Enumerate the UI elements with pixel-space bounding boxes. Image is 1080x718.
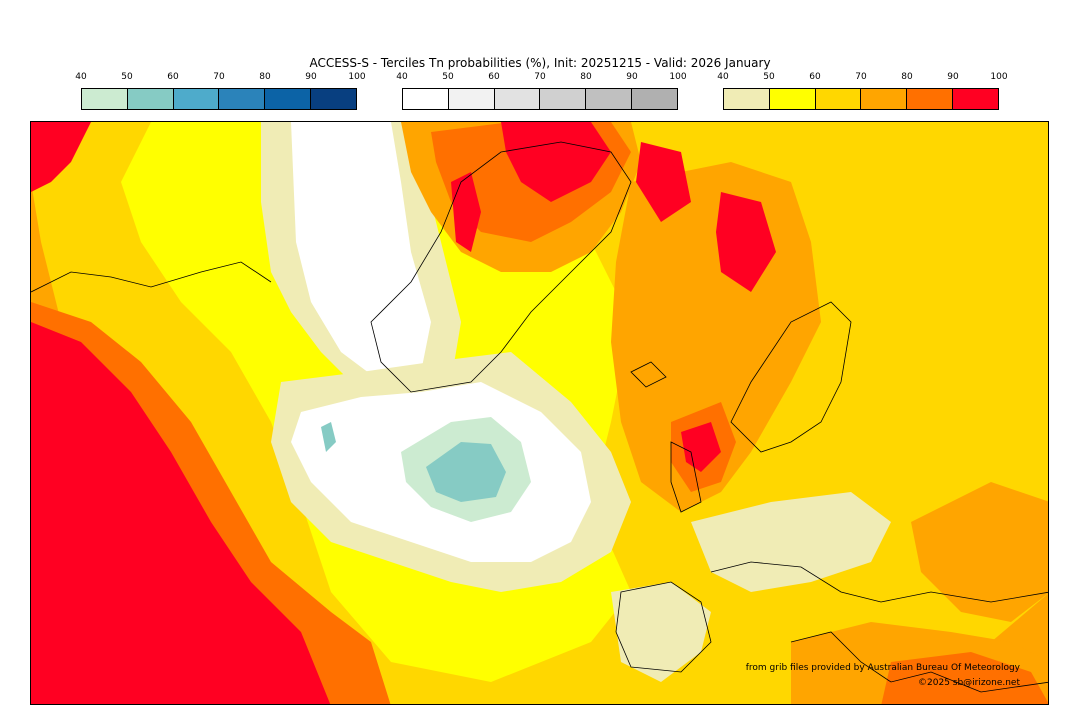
legend-tick: 50	[763, 72, 775, 82]
legend-tick: 50	[442, 72, 454, 82]
legend-tick: 40	[75, 72, 87, 82]
legend-swatch	[219, 89, 266, 109]
legend-tick: 90	[305, 72, 317, 82]
legend-ticks: 40 50 60 70 80 90 100	[396, 72, 686, 84]
legend-swatch	[265, 89, 312, 109]
coastline-iceland	[630, 361, 667, 388]
red-patch-north	[636, 142, 691, 222]
iberia-40-50	[611, 582, 711, 682]
legend-swatch	[311, 89, 356, 109]
legend-tick: 70	[213, 72, 225, 82]
legend-swatch	[448, 89, 495, 109]
mediterranean-80-90	[881, 652, 1048, 704]
legend-colorbar	[81, 88, 357, 110]
legend-colorbar	[723, 88, 999, 110]
legend-tick: 40	[396, 72, 408, 82]
coastline-scandinavia	[730, 301, 852, 453]
greenland-90-100	[501, 122, 611, 202]
legend-tick: 100	[990, 72, 1008, 82]
coastline-north-america	[31, 261, 272, 293]
legend-above-normal: 40 50 60 70 80 90 100	[717, 72, 1008, 112]
scandinavia-90-100	[681, 422, 721, 472]
below-normal-50-60	[426, 442, 506, 502]
west-atlantic-90-100	[31, 322, 331, 704]
probability-map: from grib files provided by Australian B…	[30, 121, 1049, 705]
legend-tick: 60	[809, 72, 821, 82]
legend-tick: 80	[259, 72, 271, 82]
europe-40-50	[691, 492, 891, 592]
coastline-europe	[710, 561, 1048, 603]
greenland-red-west	[451, 172, 481, 252]
legend-ticks: 40 50 60 70 80 90 100	[75, 72, 365, 84]
legend-swatch	[173, 89, 220, 109]
legend-swatch	[953, 89, 998, 109]
legend-tick: 50	[121, 72, 133, 82]
legend-below-normal: 40 50 60 70 80 90 100	[75, 72, 366, 112]
coastline-mediterranean	[790, 631, 1048, 693]
below-normal-spot	[321, 422, 336, 452]
legend-swatch	[907, 89, 954, 109]
copyright-credit: ©2025 sb@irizone.net	[918, 678, 1020, 688]
legend-swatch	[632, 89, 677, 109]
legend-swatch	[769, 89, 816, 109]
red-patch-barents	[716, 192, 776, 292]
legend-swatch	[403, 89, 449, 109]
legend-tick: 80	[580, 72, 592, 82]
map-title: ACCESS-S - Terciles Tn probabilities (%)…	[309, 56, 771, 70]
legend-swatch	[494, 89, 541, 109]
coastlines	[31, 141, 1048, 693]
legend-swatch	[815, 89, 862, 109]
legend-tick: 100	[348, 72, 366, 82]
legend-swatch	[861, 89, 908, 109]
legend-tick: 60	[167, 72, 179, 82]
legend-swatch	[724, 89, 770, 109]
red-northwest-corner	[31, 122, 91, 192]
source-credit: from grib files provided by Australian B…	[745, 663, 1020, 673]
legend-near-normal: 40 50 60 70 80 90 100	[396, 72, 687, 112]
legend-tick: 70	[534, 72, 546, 82]
legend-ticks: 40 50 60 70 80 90 100	[717, 72, 1007, 84]
legend-swatch	[540, 89, 587, 109]
legend-tick: 70	[855, 72, 867, 82]
coastline-britain	[670, 441, 702, 513]
legend-tick: 40	[717, 72, 729, 82]
coastline-iberia	[615, 581, 712, 673]
legend-colorbar	[402, 88, 678, 110]
legend-swatch	[82, 89, 128, 109]
legend-tick: 100	[669, 72, 687, 82]
legend-swatch	[586, 89, 633, 109]
east-europe-70-80	[911, 482, 1048, 622]
legend-tick: 90	[947, 72, 959, 82]
map-canvas	[31, 122, 1048, 704]
legend-tick: 80	[901, 72, 913, 82]
coastline-greenland	[370, 141, 632, 393]
legend-swatch	[127, 89, 174, 109]
legend-tick: 90	[626, 72, 638, 82]
legend-tick: 60	[488, 72, 500, 82]
near-normal-greenland-west	[291, 122, 431, 382]
